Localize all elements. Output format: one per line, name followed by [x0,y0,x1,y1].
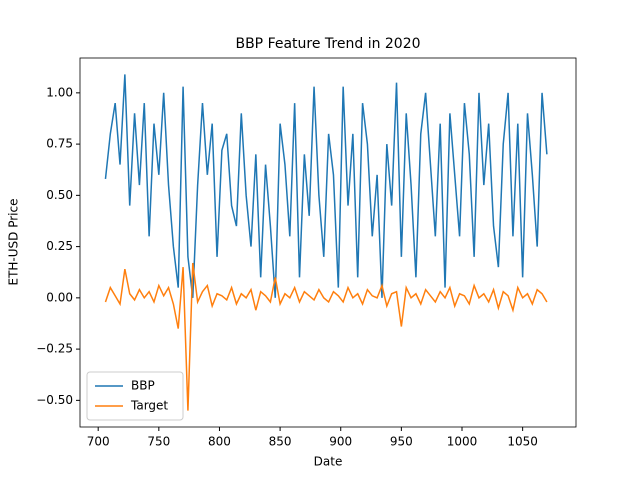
y-tick-label: 0.50 [46,188,73,202]
y-tick-label: 0.00 [46,290,73,304]
y-tick-label: −0.25 [36,342,73,356]
legend-box [86,371,184,421]
x-tick-label: 800 [208,435,231,449]
x-tick-label: 1050 [507,435,538,449]
x-tick-label: 850 [269,435,292,449]
x-tick-label: 900 [329,435,352,449]
y-axis-label: ETH-USD Price [7,199,21,286]
y-tick-label: 1.00 [46,85,73,99]
x-tick-label: 950 [390,435,413,449]
y-tick-label: 0.75 [46,137,73,151]
legend-label: BBP [131,379,155,393]
x-tick-label: 1000 [447,435,478,449]
x-tick-label: 700 [87,435,110,449]
series-line [104,74,548,298]
y-tick-label: 0.25 [46,239,73,253]
series-line [104,262,548,411]
plot-frame [79,57,577,428]
y-tick-label: −0.50 [36,393,73,407]
x-tick-label: 750 [147,435,170,449]
chart-title: BBP Feature Trend in 2020 [235,36,420,52]
x-axis-label: Date [314,455,343,469]
legend-label: Target [130,399,168,413]
